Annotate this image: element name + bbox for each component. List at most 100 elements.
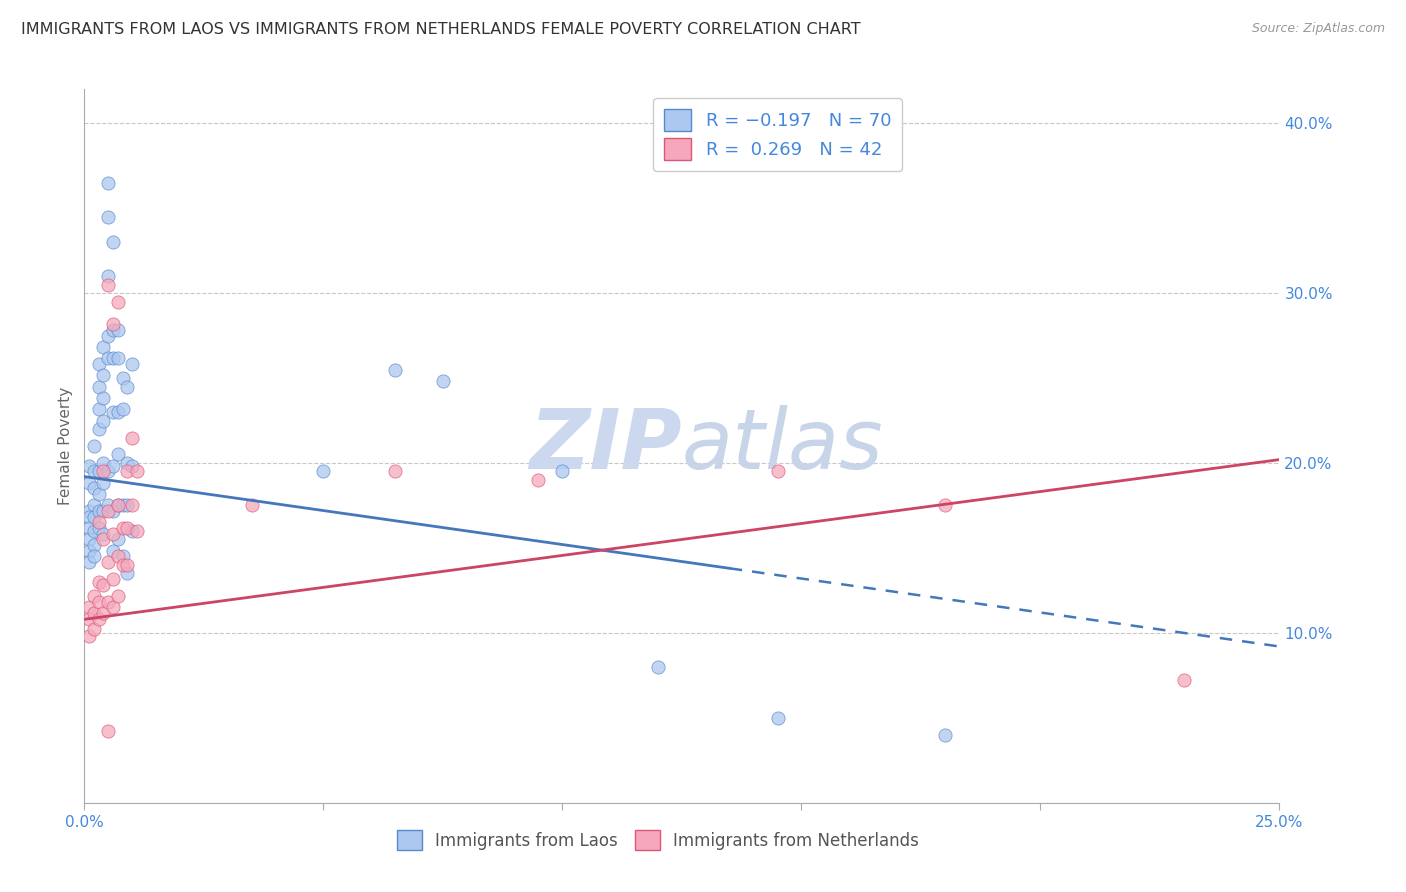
- Point: [121, 499, 143, 513]
- Point: [77, 600, 100, 615]
- Point: [93, 413, 115, 427]
- Point: [93, 392, 115, 406]
- Point: [107, 405, 129, 419]
- Point: [384, 465, 406, 479]
- Point: [83, 549, 105, 564]
- Point: [93, 341, 115, 355]
- Point: [121, 524, 143, 538]
- Point: [121, 358, 143, 372]
- Point: [87, 401, 110, 416]
- Point: [87, 486, 110, 500]
- Point: [77, 520, 100, 534]
- Point: [97, 555, 120, 569]
- Point: [125, 524, 148, 538]
- Text: atlas: atlas: [682, 406, 883, 486]
- Point: [111, 549, 134, 564]
- Point: [101, 544, 124, 558]
- Point: [83, 465, 105, 479]
- Point: [97, 269, 120, 284]
- Point: [101, 351, 124, 365]
- Point: [87, 422, 110, 436]
- Point: [1173, 673, 1195, 688]
- Point: [107, 549, 129, 564]
- Point: [125, 465, 148, 479]
- Point: [77, 476, 100, 491]
- Point: [87, 520, 110, 534]
- Point: [111, 371, 134, 385]
- Point: [97, 503, 120, 517]
- Point: [107, 448, 129, 462]
- Point: [83, 482, 105, 496]
- Point: [240, 499, 263, 513]
- Point: [97, 499, 120, 513]
- Point: [97, 210, 120, 224]
- Point: [77, 503, 100, 517]
- Point: [107, 323, 129, 337]
- Point: [101, 600, 124, 615]
- Point: [312, 465, 335, 479]
- Point: [97, 465, 120, 479]
- Text: ZIP: ZIP: [529, 406, 682, 486]
- Point: [101, 317, 124, 331]
- Point: [93, 578, 115, 592]
- Point: [117, 520, 139, 534]
- Point: [117, 558, 139, 572]
- Point: [117, 379, 139, 393]
- Point: [101, 323, 124, 337]
- Point: [384, 362, 406, 376]
- Point: [101, 405, 124, 419]
- Point: [107, 294, 129, 309]
- Point: [93, 503, 115, 517]
- Point: [93, 465, 115, 479]
- Point: [83, 510, 105, 524]
- Point: [117, 499, 139, 513]
- Point: [93, 606, 115, 620]
- Point: [77, 544, 100, 558]
- Point: [77, 459, 100, 474]
- Point: [111, 520, 134, 534]
- Point: [77, 533, 100, 547]
- Point: [77, 612, 100, 626]
- Point: [101, 527, 124, 541]
- Point: [934, 499, 956, 513]
- Point: [97, 277, 120, 292]
- Text: Source: ZipAtlas.com: Source: ZipAtlas.com: [1251, 22, 1385, 36]
- Point: [432, 375, 454, 389]
- Point: [107, 533, 129, 547]
- Point: [551, 465, 574, 479]
- Point: [101, 235, 124, 249]
- Point: [111, 558, 134, 572]
- Point: [87, 379, 110, 393]
- Point: [87, 574, 110, 589]
- Point: [97, 176, 120, 190]
- Point: [87, 503, 110, 517]
- Point: [83, 606, 105, 620]
- Point: [121, 430, 143, 444]
- Point: [527, 473, 550, 487]
- Point: [93, 533, 115, 547]
- Point: [77, 510, 100, 524]
- Point: [934, 728, 956, 742]
- Point: [101, 459, 124, 474]
- Point: [93, 527, 115, 541]
- Point: [117, 566, 139, 581]
- Point: [83, 524, 105, 538]
- Point: [107, 499, 129, 513]
- Point: [87, 516, 110, 530]
- Point: [111, 499, 134, 513]
- Point: [97, 595, 120, 609]
- Point: [97, 328, 120, 343]
- Point: [83, 623, 105, 637]
- Legend: Immigrants from Laos, Immigrants from Netherlands: Immigrants from Laos, Immigrants from Ne…: [388, 822, 928, 859]
- Point: [101, 572, 124, 586]
- Point: [107, 351, 129, 365]
- Point: [83, 537, 105, 551]
- Point: [83, 499, 105, 513]
- Point: [77, 629, 100, 643]
- Point: [101, 503, 124, 517]
- Point: [87, 358, 110, 372]
- Point: [77, 555, 100, 569]
- Point: [97, 724, 120, 739]
- Point: [97, 351, 120, 365]
- Point: [766, 465, 789, 479]
